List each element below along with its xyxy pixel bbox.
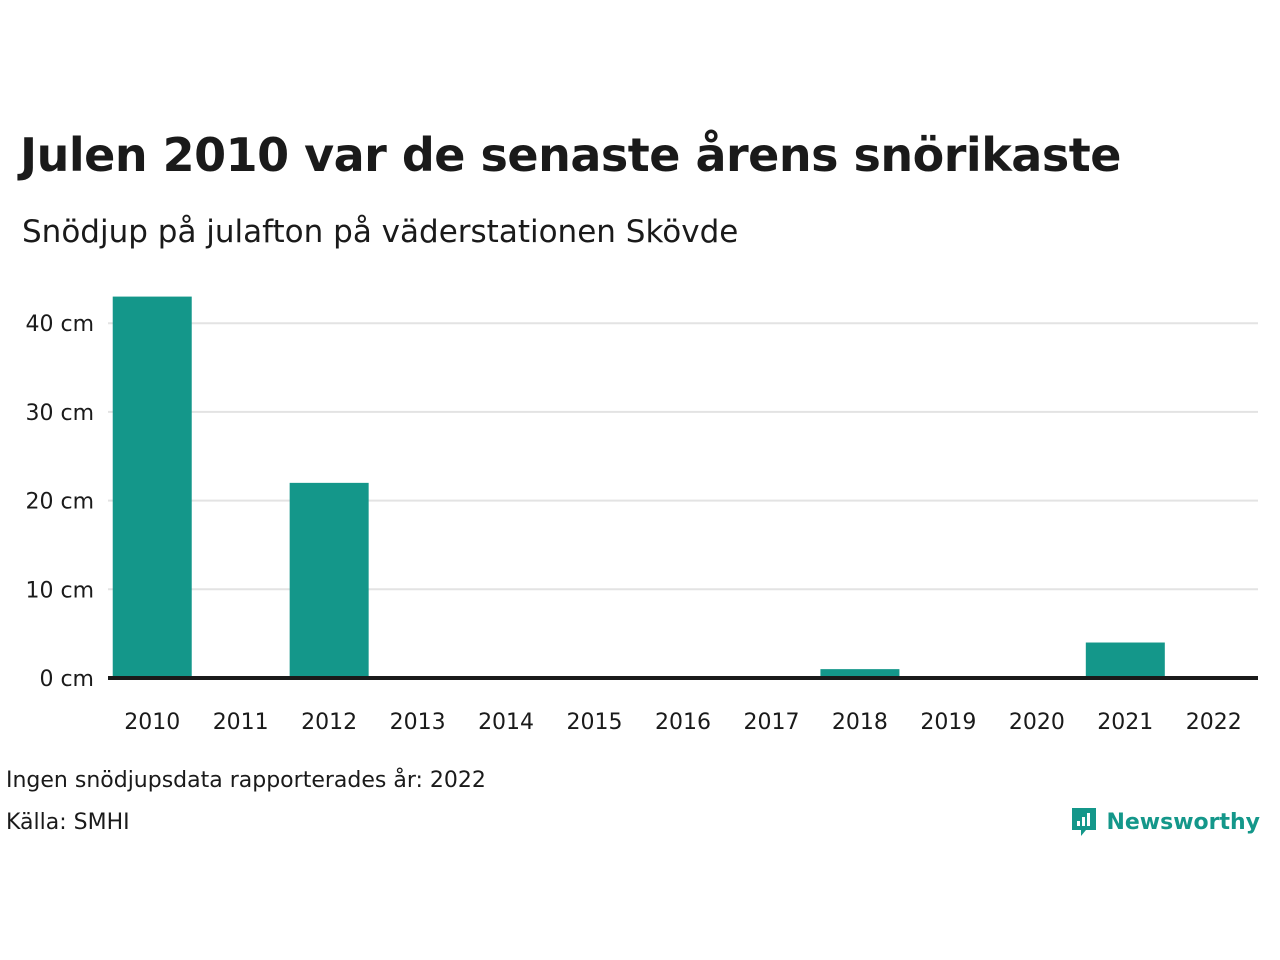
x-tick-label: 2018 <box>832 710 888 735</box>
brand-logo: Newsworthy <box>1070 806 1260 838</box>
bar-chart: 0 cm 10 cm 20 cm 30 cm 40 cm 2010 2011 2012 2013… <box>25 296 1258 735</box>
x-tick-label: 2019 <box>920 710 976 735</box>
bar <box>112 296 192 678</box>
x-tick-label: 2015 <box>567 710 623 735</box>
y-tick-label: 20 cm <box>25 490 94 515</box>
missing-data-note: Ingen snödjupsdata rapporterades år: 202… <box>6 768 486 793</box>
bar <box>1085 642 1165 678</box>
chart-subtitle: Snödjup på julafton på väderstationen Sk… <box>22 214 739 250</box>
y-tick-label: 40 cm <box>25 312 94 337</box>
brand-name: Newsworthy <box>1106 809 1260 835</box>
x-tick-label: 2010 <box>124 710 180 735</box>
y-tick-label: 0 cm <box>39 667 94 692</box>
x-tick-label: 2017 <box>743 710 799 735</box>
chart-title: Julen 2010 var de senaste årens snörikas… <box>20 128 1121 182</box>
source-credit: Källa: SMHI <box>6 810 130 835</box>
x-tick-label: 2022 <box>1186 710 1242 735</box>
x-tick-label: 2011 <box>213 710 269 735</box>
bar <box>820 669 900 678</box>
y-tick-label: 10 cm <box>25 578 94 603</box>
y-tick-label: 30 cm <box>25 401 94 426</box>
newsworthy-logo-icon <box>1072 808 1097 836</box>
x-tick-label: 2012 <box>301 710 357 735</box>
x-tick-label: 2013 <box>390 710 446 735</box>
bar <box>289 482 369 678</box>
x-tick-label: 2021 <box>1097 710 1153 735</box>
x-tick-label: 2020 <box>1009 710 1065 735</box>
x-tick-label: 2014 <box>478 710 534 735</box>
x-tick-label: 2016 <box>655 710 711 735</box>
